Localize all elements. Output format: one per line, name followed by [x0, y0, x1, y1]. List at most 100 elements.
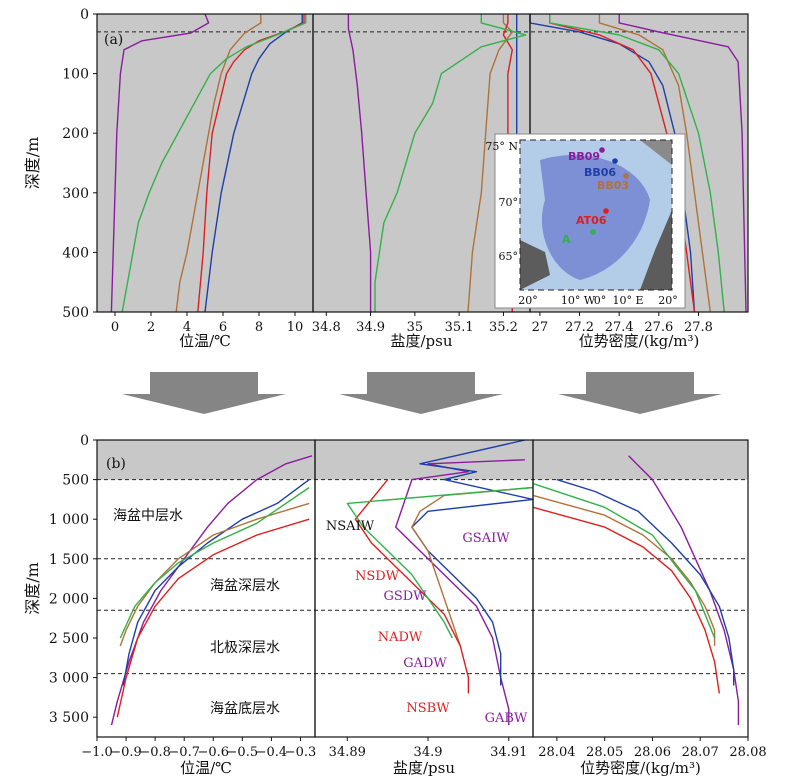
salinity-water-mass-label: NSBW [406, 701, 450, 716]
series-line-temperature-A [119, 486, 310, 639]
salinity-water-mass-label: NADW [378, 630, 423, 645]
station-marker-BB03 [623, 173, 629, 179]
series-line-salinity-A [346, 486, 534, 639]
station-label-AT06: AT06 [576, 214, 607, 227]
x-tick-label: 34.9 [414, 745, 443, 760]
map-land-iceland [520, 240, 550, 290]
down-arrow-shaft [150, 372, 258, 394]
x-axis-label-salinity: 盐度/psu [393, 759, 455, 777]
series-line-temperature-BB06 [122, 479, 310, 686]
panel-tag: (b) [106, 456, 126, 472]
map-lat-label: 75° N [485, 140, 518, 153]
x-tick-label: 28.08 [729, 745, 766, 760]
depth-tick-label: 500 [62, 305, 89, 321]
depth-tick-label: 400 [62, 245, 89, 261]
series-line-temperature-BB09 [110, 13, 210, 313]
subplot-frame-temperature [96, 439, 316, 738]
x-tick-label: −0.4 [256, 745, 288, 760]
salinity-water-mass-label: GABW [485, 711, 528, 726]
x-tick-label: 27.2 [565, 320, 594, 335]
x-tick-label: 28.04 [538, 745, 575, 760]
down-arrow [122, 372, 286, 414]
map-lat-label: 70° [499, 196, 519, 209]
depth-tick-label: 1 500 [49, 552, 89, 568]
salinity-water-mass-label: NSDW [355, 569, 400, 584]
station-label-BB06: BB06 [584, 166, 616, 179]
x-axis-label-temperature: 位温/℃ [179, 332, 231, 350]
map-lon-label: 20° [518, 294, 538, 307]
salinity-water-mass-label: NSAIW [326, 519, 375, 534]
depth-axis-label: 深度/m [23, 562, 42, 615]
station-label-BB03: BB03 [597, 179, 629, 192]
x-tick-label: 35.2 [489, 320, 518, 335]
x-tick-label: 27.6 [644, 320, 673, 335]
water-mass-layer-label: 北极深层水 [210, 640, 280, 656]
depth-tick-label: 3 000 [49, 671, 89, 687]
map-lat-label: 65° [499, 250, 519, 263]
depth-axis-label: 深度/m [23, 137, 42, 190]
x-tick-label: 27.8 [684, 320, 713, 335]
x-tick-label: 34.91 [490, 745, 527, 760]
x-tick-label: 4 [183, 320, 191, 335]
x-tick-label: 34.89 [329, 745, 366, 760]
series-line-temperature-BB03 [119, 502, 310, 647]
depth-tick-label: 2 000 [49, 591, 89, 607]
x-tick-label: 8 [255, 320, 263, 335]
map-land-svalbard [640, 140, 672, 165]
station-label-A: A [562, 233, 571, 246]
map-land-norway [640, 210, 672, 290]
series-line-salinity-AT06 [354, 479, 470, 694]
map-lon-label: 0° [594, 294, 607, 307]
down-arrow-shaft [586, 372, 694, 394]
station-marker-AT06 [603, 208, 609, 214]
depth-tick-label: 3 500 [49, 710, 89, 726]
series-line-salinity-BB03 [411, 486, 534, 647]
series-line-salinity-BB09 [347, 14, 372, 312]
depth-tick-label: 0 [80, 7, 89, 23]
series-line-density-BB03 [598, 14, 711, 313]
depth-tick-label: 100 [62, 67, 89, 83]
salinity-water-mass-label: GSAIW [462, 531, 510, 546]
depth-tick-label: 300 [62, 186, 89, 202]
map-lon-label: 10° W [561, 294, 596, 307]
panel-tag: (a) [104, 32, 123, 48]
map-lon-label: 10° E [612, 294, 643, 307]
inset-map: 75° N 70° 65° 20° 10° W0° 10° E 20° BB09 BB06BB0… [485, 133, 686, 309]
down-arrow [558, 372, 722, 414]
depth-tick-label: 2 500 [49, 631, 89, 647]
subplot-frame-density [532, 439, 749, 738]
x-tick-label: 34.8 [312, 320, 341, 335]
series-line-density-A [532, 482, 716, 639]
x-tick-label: 27 [532, 320, 549, 335]
x-tick-label: −0.5 [227, 745, 259, 760]
x-tick-label: 27.4 [605, 320, 634, 335]
x-tick-label: −0.6 [197, 745, 229, 760]
x-tick-label: −1.0 [81, 745, 113, 760]
shaded-surface-band [97, 440, 748, 480]
station-label-BB09: BB09 [568, 150, 600, 163]
x-tick-label: 6 [219, 320, 227, 335]
x-tick-label: 35 [407, 320, 424, 335]
down-arrow-head [558, 394, 722, 414]
station-marker-BB06 [612, 158, 618, 164]
x-tick-label: 35.1 [445, 320, 474, 335]
water-mass-layer-label: 海盆深层水 [210, 578, 280, 594]
x-tick-label: 28.05 [586, 745, 623, 760]
x-tick-label: −0.8 [139, 745, 171, 760]
map-deep-basin [540, 154, 650, 280]
water-mass-layer-label: 海盆中层水 [113, 508, 183, 524]
x-axis-label-temperature: 位温/℃ [180, 759, 232, 777]
depth-tick-label: 1 000 [49, 512, 89, 528]
x-axis-label-density: 位势密度/(kg/m³) [579, 332, 700, 350]
station-marker-A [590, 229, 596, 235]
x-tick-label: 10 [287, 320, 304, 335]
depth-tick-label: 500 [62, 473, 89, 489]
down-arrow-head [122, 394, 286, 414]
station-marker-BB09 [599, 147, 605, 153]
x-tick-label: 28.07 [682, 745, 719, 760]
x-tick-label: −0.3 [285, 745, 317, 760]
series-line-temperature-BB03 [175, 14, 262, 313]
series-line-density-BB09 [628, 455, 740, 726]
salinity-water-mass-label: GADW [403, 656, 447, 671]
